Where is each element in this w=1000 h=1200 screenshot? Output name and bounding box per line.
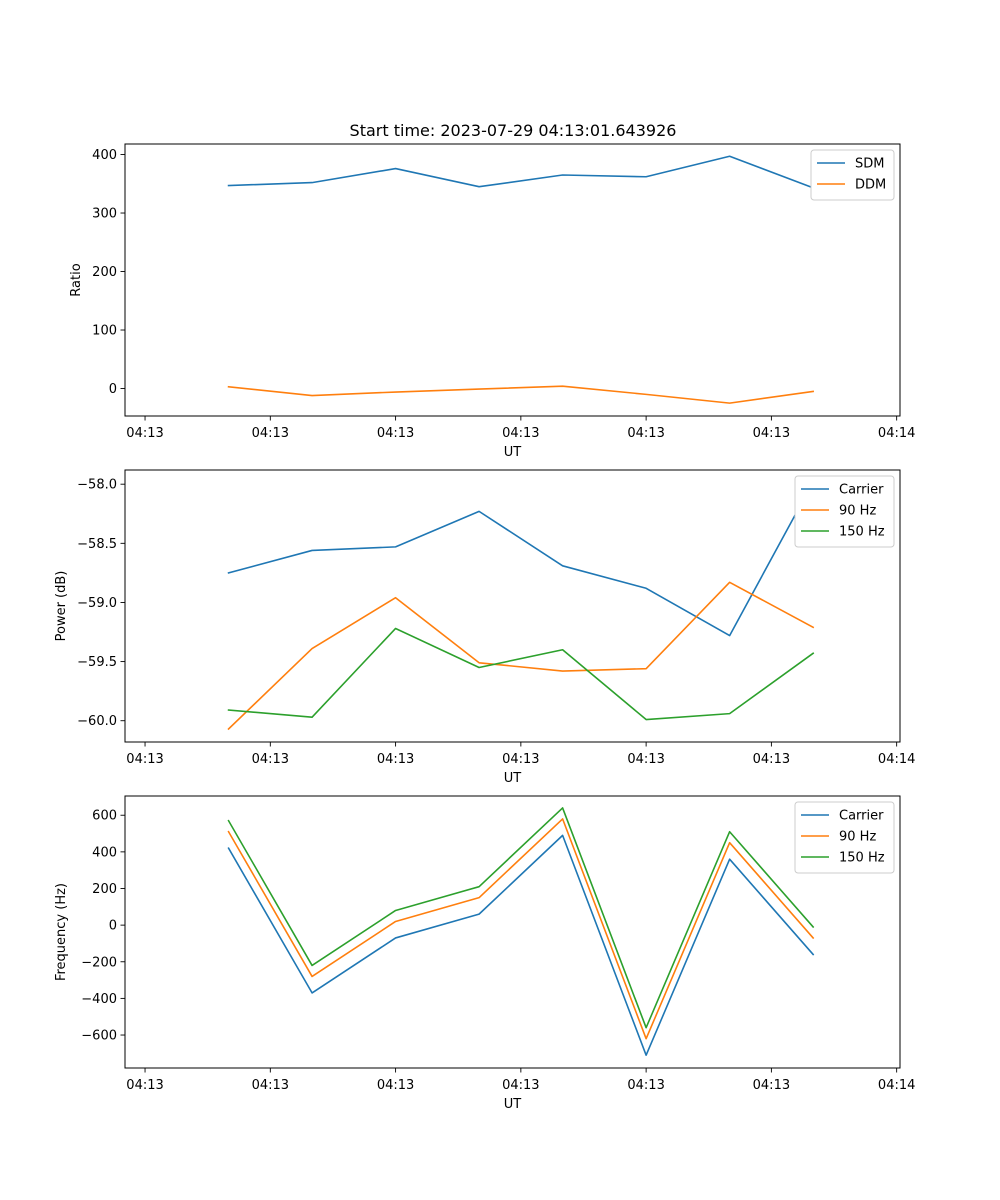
- power-y-tick-label: −60.0: [77, 714, 117, 729]
- frequency-x-tick-label: 04:13: [126, 1078, 163, 1093]
- frequency-legend-label: Carrier: [839, 809, 884, 824]
- ratio-x-tick-label: 04:13: [252, 426, 289, 441]
- ratio-x-tick-label: 04:14: [878, 426, 915, 441]
- ratio-plot-frame: [124, 143, 901, 417]
- ratio-legend-label: SDM: [855, 157, 884, 172]
- frequency-series-150-hz-line: [227, 807, 815, 1029]
- ratio-x-tick-label: 04:13: [377, 426, 414, 441]
- frequency-x-tick-label: 04:13: [753, 1078, 790, 1093]
- frequency-x-tick-label: 04:13: [377, 1078, 414, 1093]
- frequency-y-tick-label: 600: [92, 809, 117, 824]
- ratio-x-tick-label: 04:13: [753, 426, 790, 441]
- frequency-legend: Carrier 90 Hz 150 Hz: [794, 801, 895, 874]
- power-x-tick-label: 04:13: [377, 752, 414, 767]
- ratio-y-tick-label: 300: [92, 207, 117, 222]
- power-y-tick-label: −58.0: [77, 478, 117, 493]
- frequency-x-axis-label: UT: [504, 1097, 522, 1112]
- figure-title: Start time: 2023-07-29 04:13:01.643926: [350, 121, 677, 140]
- frequency-y-tick-label: 400: [92, 845, 117, 860]
- ratio-x-tick-label: 04:13: [502, 426, 539, 441]
- frequency-x-tick-label: 04:13: [252, 1078, 289, 1093]
- power-y-tick-label: −58.5: [77, 537, 117, 552]
- ratio-series-ddm-line: [227, 385, 815, 404]
- power-x-tick-label: 04:13: [252, 752, 289, 767]
- power-legend-label: 150 Hz: [839, 525, 885, 540]
- power-axes: 04:13 04:13 04:13 04:13 04:13 04:13 04:14 −60.0…: [54, 469, 915, 786]
- power-y-tick-label: −59.5: [77, 655, 117, 670]
- ratio-y-tick-label: 0: [109, 382, 117, 397]
- frequency-y-tick-label: −200: [81, 955, 117, 970]
- power-series-150-hz-line: [227, 627, 815, 721]
- power-y-axis-label: Power (dB): [54, 571, 69, 642]
- frequency-x-tick-label: 04:13: [627, 1078, 664, 1093]
- ratio-x-tick-label: 04:13: [627, 426, 664, 441]
- frequency-series-90-hz-line: [227, 818, 815, 1040]
- frequency-y-tick-label: 200: [92, 882, 117, 897]
- power-x-tick-label: 04:13: [126, 752, 163, 767]
- power-series-90-hz-line: [227, 581, 815, 731]
- ratio-y-tick-label: 200: [92, 265, 117, 280]
- ratio-axes: 04:13 04:13 04:13 04:13 04:13 04:13 04:14 0 100 2…: [69, 143, 915, 460]
- power-legend-label: 90 Hz: [839, 504, 876, 519]
- ratio-x-axis-label: UT: [504, 445, 522, 460]
- ratio-y-tick-label: 100: [92, 324, 117, 339]
- ratio-legend: SDM DDM: [810, 149, 895, 201]
- power-legend-box: [794, 475, 895, 548]
- power-x-tick-label: 04:14: [878, 752, 915, 767]
- power-legend-label: Carrier: [839, 483, 884, 498]
- frequency-y-tick-label: 0: [109, 919, 117, 934]
- power-legend: Carrier 90 Hz 150 Hz: [794, 475, 895, 548]
- frequency-x-tick-label: 04:14: [878, 1078, 915, 1093]
- frequency-y-tick-label: −600: [81, 1029, 117, 1044]
- power-x-tick-label: 04:13: [627, 752, 664, 767]
- power-x-axis-label: UT: [504, 771, 522, 786]
- frequency-series-carrier-line: [227, 834, 815, 1056]
- frequency-y-tick-label: −400: [81, 992, 117, 1007]
- power-x-tick-label: 04:13: [753, 752, 790, 767]
- frequency-y-axis-label: Frequency (Hz): [54, 883, 69, 981]
- frequency-legend-label: 90 Hz: [839, 830, 876, 845]
- frequency-x-tick-label: 04:13: [502, 1078, 539, 1093]
- ratio-series-sdm-line: [227, 155, 815, 189]
- power-x-tick-label: 04:13: [502, 752, 539, 767]
- frequency-plot-frame: [124, 795, 901, 1069]
- ratio-legend-label: DDM: [855, 178, 886, 193]
- ratio-x-tick-label: 04:13: [126, 426, 163, 441]
- ratio-y-axis-label: Ratio: [69, 263, 84, 296]
- frequency-axes: 04:13 04:13 04:13 04:13 04:13 04:13 04:14 −600 −…: [54, 795, 915, 1112]
- power-series-carrier-line: [227, 480, 815, 637]
- frequency-legend-label: 150 Hz: [839, 851, 885, 866]
- ratio-y-tick-label: 400: [92, 148, 117, 163]
- power-y-tick-label: −59.0: [77, 596, 117, 611]
- power-plot-frame: [124, 469, 901, 743]
- frequency-legend-box: [794, 801, 895, 874]
